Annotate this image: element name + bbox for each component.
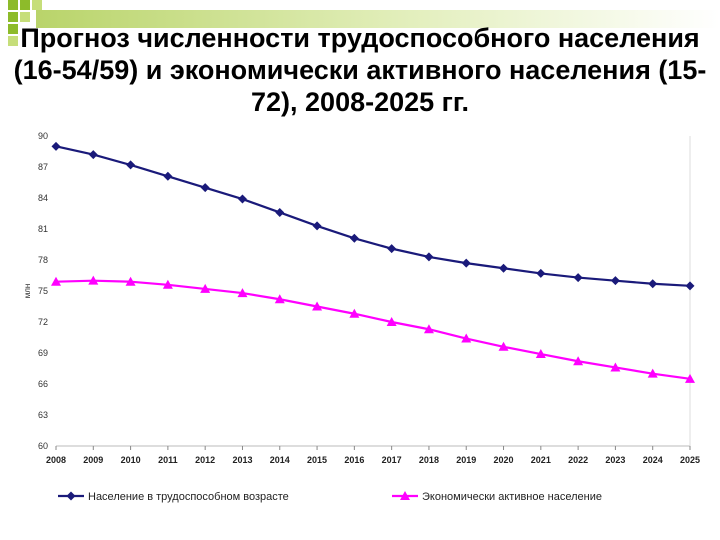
y-tick-label: 87 [38,162,48,172]
data-point-diamond [349,233,359,243]
data-point-diamond [685,281,695,291]
data-point-triangle [685,373,695,383]
x-tick-label: 2019 [456,455,476,465]
legend-label: Экономически активное население [422,491,602,503]
x-tick-label: 2025 [680,455,700,465]
data-point-diamond [312,221,322,231]
y-tick-label: 69 [38,348,48,358]
data-point-diamond [200,183,210,193]
data-point-diamond [499,263,509,273]
data-point-triangle [312,301,323,311]
x-tick-label: 2021 [531,455,551,465]
x-tick-label: 2018 [419,455,439,465]
data-point-diamond [536,268,546,278]
data-point-diamond [237,194,247,204]
data-point-triangle [200,283,211,293]
series-1 [51,141,695,291]
data-point-diamond [610,276,620,286]
data-point-diamond [648,279,658,289]
data-point-triangle [349,308,360,318]
y-tick-label: 84 [38,193,48,203]
series-line [55,279,691,380]
data-point-triangle [400,491,410,500]
title-band [36,10,720,28]
x-tick-label: 2013 [232,455,252,465]
x-tick-label: 2008 [46,455,66,465]
x-tick-label: 2011 [158,455,178,465]
data-point-diamond [573,273,583,283]
data-point-triangle [274,294,285,304]
data-point-triangle [386,317,397,326]
y-tick-label: 75 [38,286,48,296]
data-point-triangle [647,368,658,378]
y-tick-label: 60 [38,441,48,451]
x-axis-ticks: 2008 2009 2010 2011 2012 2013 2014 2015 2016 2017… [46,446,700,465]
slide-title: Прогноз численности трудоспособного насе… [13,23,707,117]
x-tick-label: 2016 [344,455,364,465]
data-point-triangle [610,362,621,372]
data-point-triangle [88,275,99,285]
data-point-diamond [461,258,471,268]
data-point-triangle [498,341,509,351]
x-tick-label: 2012 [195,455,215,465]
series-line [55,145,691,287]
data-point-diamond [66,491,76,501]
x-tick-label: 2017 [382,455,402,465]
data-point-diamond [275,207,285,217]
data-point-triangle [573,356,584,366]
y-tick-label: 90 [38,131,48,141]
series-layer [51,141,695,383]
data-point-diamond [163,171,173,181]
y-tick-label: 81 [38,224,48,234]
y-tick-label: 78 [38,255,48,265]
series-2 [51,275,695,383]
x-tick-label: 2014 [270,455,290,465]
chart-legend: Население в трудоспособном возрасте Эконо… [58,491,602,503]
data-point-triangle [423,324,434,334]
x-tick-label: 2010 [121,455,141,465]
x-tick-label: 2009 [83,455,103,465]
data-point-diamond [424,252,434,262]
legend-item-2: Экономически активное население [392,491,602,503]
chart-axes [56,136,691,447]
y-tick-label: 72 [38,317,48,327]
data-point-triangle [125,276,136,286]
legend-item-1: Население в трудоспособном возрасте [58,491,289,503]
data-point-diamond [387,244,397,254]
x-tick-label: 2015 [307,455,327,465]
y-tick-label: 66 [38,379,48,389]
data-point-triangle [51,276,61,286]
y-tick-label: 63 [38,410,48,420]
data-point-triangle [535,349,546,359]
data-point-triangle [162,279,173,289]
x-tick-label: 2020 [494,455,514,465]
y-axis-ticks: 60 63 66 69 72 75 78 81 84 87 90 млн [23,131,48,451]
x-tick-label: 2023 [605,455,625,465]
data-point-diamond [51,141,61,151]
x-tick-label: 2024 [643,455,663,465]
data-point-diamond [126,160,136,170]
data-point-triangle [461,333,472,343]
y-axis-label: млн [23,284,32,299]
data-point-triangle [237,288,248,298]
legend-label: Население в трудоспособном возрасте [88,491,289,503]
data-point-diamond [88,150,98,160]
x-tick-label: 2022 [568,455,588,465]
